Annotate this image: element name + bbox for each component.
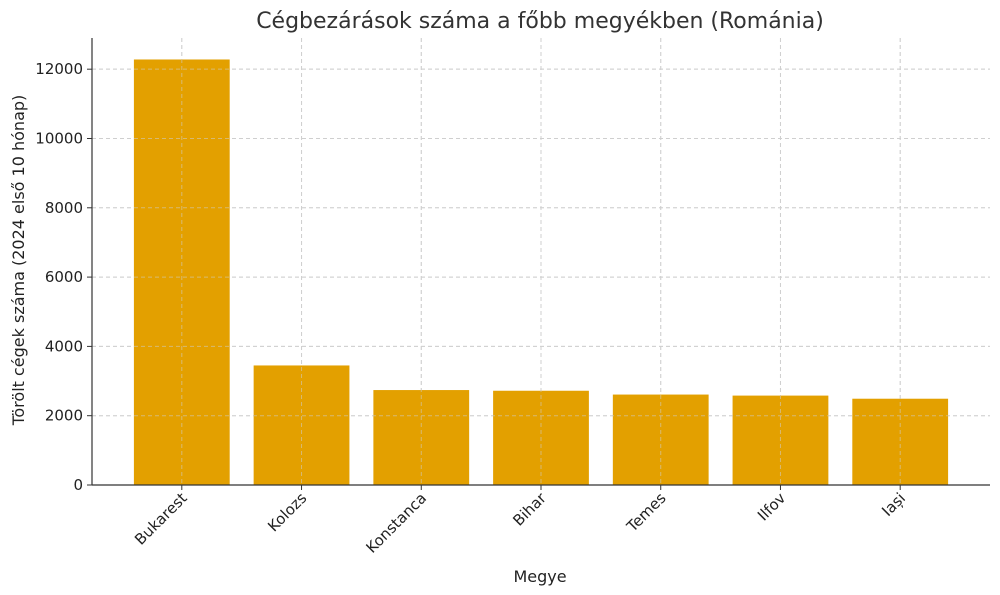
y-tick-label: 0 [73, 476, 83, 494]
y-tick-label: 10000 [35, 129, 83, 147]
y-tick-label: 8000 [45, 199, 83, 217]
x-tick-label: Bukarest [131, 489, 191, 549]
chart-title: Cégbezárások száma a főbb megyékben (Rom… [256, 9, 824, 34]
y-tick-labels: 0 2000 4000 6000 8000 10000 12000 [35, 60, 92, 494]
y-tick-label: 12000 [35, 60, 83, 78]
x-tick-label: Ilfov [754, 489, 789, 524]
x-axis-label: Megye [513, 567, 566, 586]
y-tick-label: 6000 [45, 268, 83, 286]
y-tick-label: 2000 [45, 407, 83, 425]
x-tick-label: Konstanca [362, 489, 430, 557]
x-tick-label: Iași [878, 489, 909, 520]
bar-iași [852, 398, 949, 485]
x-tick-label: Bihar [509, 489, 550, 530]
y-axis-label: Törölt cégek száma (2024 első 10 hónap) [9, 95, 28, 427]
x-tick-label: Temes [623, 489, 670, 536]
x-tick-label: Kolozs [264, 489, 310, 535]
x-tick-labels: Bukarest Kolozs Konstanca Bihar Temes Ilfov Ia… [131, 485, 909, 557]
y-tick-label: 4000 [45, 337, 83, 355]
